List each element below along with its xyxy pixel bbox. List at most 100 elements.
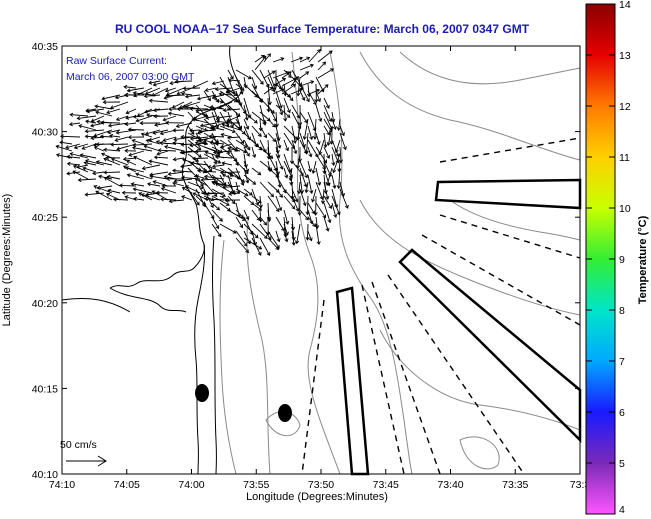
current-legend-line2: March 06, 2007 03:00 GMT bbox=[66, 71, 195, 83]
current-vector bbox=[317, 50, 333, 63]
current-vector bbox=[92, 171, 105, 174]
current-vector bbox=[323, 104, 332, 122]
current-vector bbox=[106, 108, 121, 114]
current-vector-head bbox=[323, 144, 328, 148]
current-vector-head bbox=[243, 149, 247, 154]
colorbar-tick-label: 12 bbox=[619, 101, 631, 113]
current-vector-head bbox=[205, 115, 210, 120]
current-vector-head bbox=[276, 238, 281, 243]
current-vector-head bbox=[68, 122, 73, 127]
current-vector-head bbox=[312, 101, 317, 106]
current-vector-head bbox=[211, 81, 216, 86]
dashed-line bbox=[439, 137, 581, 163]
current-vector-head bbox=[78, 124, 83, 129]
current-vector bbox=[227, 195, 236, 204]
coastline-segment bbox=[194, 243, 205, 475]
x-axis-ticks: 74:10 74:05 74:00 73:55 73:50 73:45 73:40 73:35… bbox=[49, 46, 590, 491]
current-vector-head bbox=[328, 128, 333, 133]
current-vector-head bbox=[284, 174, 289, 179]
current-vector-head bbox=[275, 208, 280, 213]
current-vector bbox=[107, 175, 121, 180]
current-vector bbox=[299, 64, 314, 71]
current-vector bbox=[299, 57, 310, 63]
current-vector-head bbox=[95, 190, 100, 195]
current-vector bbox=[131, 183, 145, 187]
current-vector bbox=[100, 135, 113, 138]
current-vector-head bbox=[98, 174, 103, 179]
current-vector bbox=[69, 122, 81, 125]
current-vector-head bbox=[174, 79, 179, 84]
current-vector-head bbox=[179, 150, 184, 155]
current-vector bbox=[308, 49, 321, 63]
current-vector bbox=[281, 78, 297, 87]
current-vector-head bbox=[124, 148, 129, 153]
current-vector-head bbox=[96, 119, 101, 124]
current-vector bbox=[323, 167, 330, 186]
colorbar: 14 13 12 11 10 9 8 7 6 5 4 Temperature (°C) bbox=[585, 0, 649, 516]
current-vector bbox=[195, 167, 207, 173]
current-vector bbox=[165, 87, 177, 92]
current-vector-head bbox=[305, 71, 310, 75]
current-vector-head bbox=[144, 109, 149, 114]
current-vector-head bbox=[299, 56, 304, 61]
current-vector bbox=[211, 97, 224, 103]
current-vector bbox=[229, 173, 241, 180]
current-vector bbox=[283, 125, 298, 140]
current-vector-head bbox=[105, 155, 110, 160]
current-vector-head bbox=[330, 68, 334, 72]
current-vector-head bbox=[229, 173, 234, 177]
current-vector bbox=[227, 76, 235, 95]
current-vector bbox=[145, 87, 161, 95]
current-vector-head bbox=[160, 186, 165, 191]
x-tick-label: 73:35 bbox=[502, 479, 528, 491]
current-vector-head bbox=[151, 190, 156, 195]
current-vector-head bbox=[283, 117, 288, 122]
current-vector bbox=[338, 118, 341, 131]
current-vector-head bbox=[280, 57, 285, 62]
current-vector-head bbox=[181, 150, 186, 155]
current-vector-head bbox=[259, 80, 264, 85]
current-vector-head bbox=[286, 114, 291, 118]
current-vector-head bbox=[296, 92, 301, 97]
current-vector bbox=[145, 129, 161, 135]
current-vector bbox=[303, 118, 309, 140]
current-vector bbox=[275, 132, 281, 149]
current-vector-head bbox=[232, 229, 237, 234]
current-vector bbox=[319, 139, 325, 155]
current-vector-head bbox=[289, 97, 294, 102]
current-vector bbox=[315, 90, 321, 102]
current-vector-head bbox=[180, 134, 185, 140]
current-vector-head bbox=[270, 193, 275, 198]
current-vector-head bbox=[220, 144, 225, 149]
current-vector bbox=[96, 161, 113, 166]
current-vector-head bbox=[262, 119, 267, 124]
current-vector-head bbox=[124, 166, 129, 171]
current-vector-head bbox=[84, 192, 89, 197]
current-vector bbox=[259, 181, 274, 197]
current-vector bbox=[160, 198, 177, 201]
current-vector bbox=[317, 84, 329, 95]
current-vector bbox=[315, 181, 323, 200]
current-vector-head bbox=[225, 123, 230, 128]
current-vector-head bbox=[115, 130, 120, 135]
current-vector bbox=[339, 181, 345, 197]
current-vector bbox=[291, 188, 298, 202]
current-vector-head bbox=[140, 132, 145, 137]
current-vector bbox=[339, 125, 345, 136]
current-vector-head bbox=[73, 145, 78, 150]
current-vector-head bbox=[148, 98, 153, 103]
current-vector bbox=[315, 202, 326, 218]
current-vector bbox=[235, 125, 246, 135]
current-vector bbox=[204, 198, 225, 201]
current-vector-head bbox=[219, 170, 224, 175]
current-vector bbox=[323, 118, 333, 133]
current-vector bbox=[254, 56, 267, 71]
current-vector-head bbox=[165, 93, 170, 98]
current-vector-head bbox=[221, 161, 226, 166]
current-vector-head bbox=[132, 91, 137, 96]
current-vector bbox=[308, 89, 320, 95]
current-vector bbox=[323, 195, 332, 209]
current-vector-head bbox=[301, 96, 306, 101]
current-vector bbox=[291, 223, 295, 240]
